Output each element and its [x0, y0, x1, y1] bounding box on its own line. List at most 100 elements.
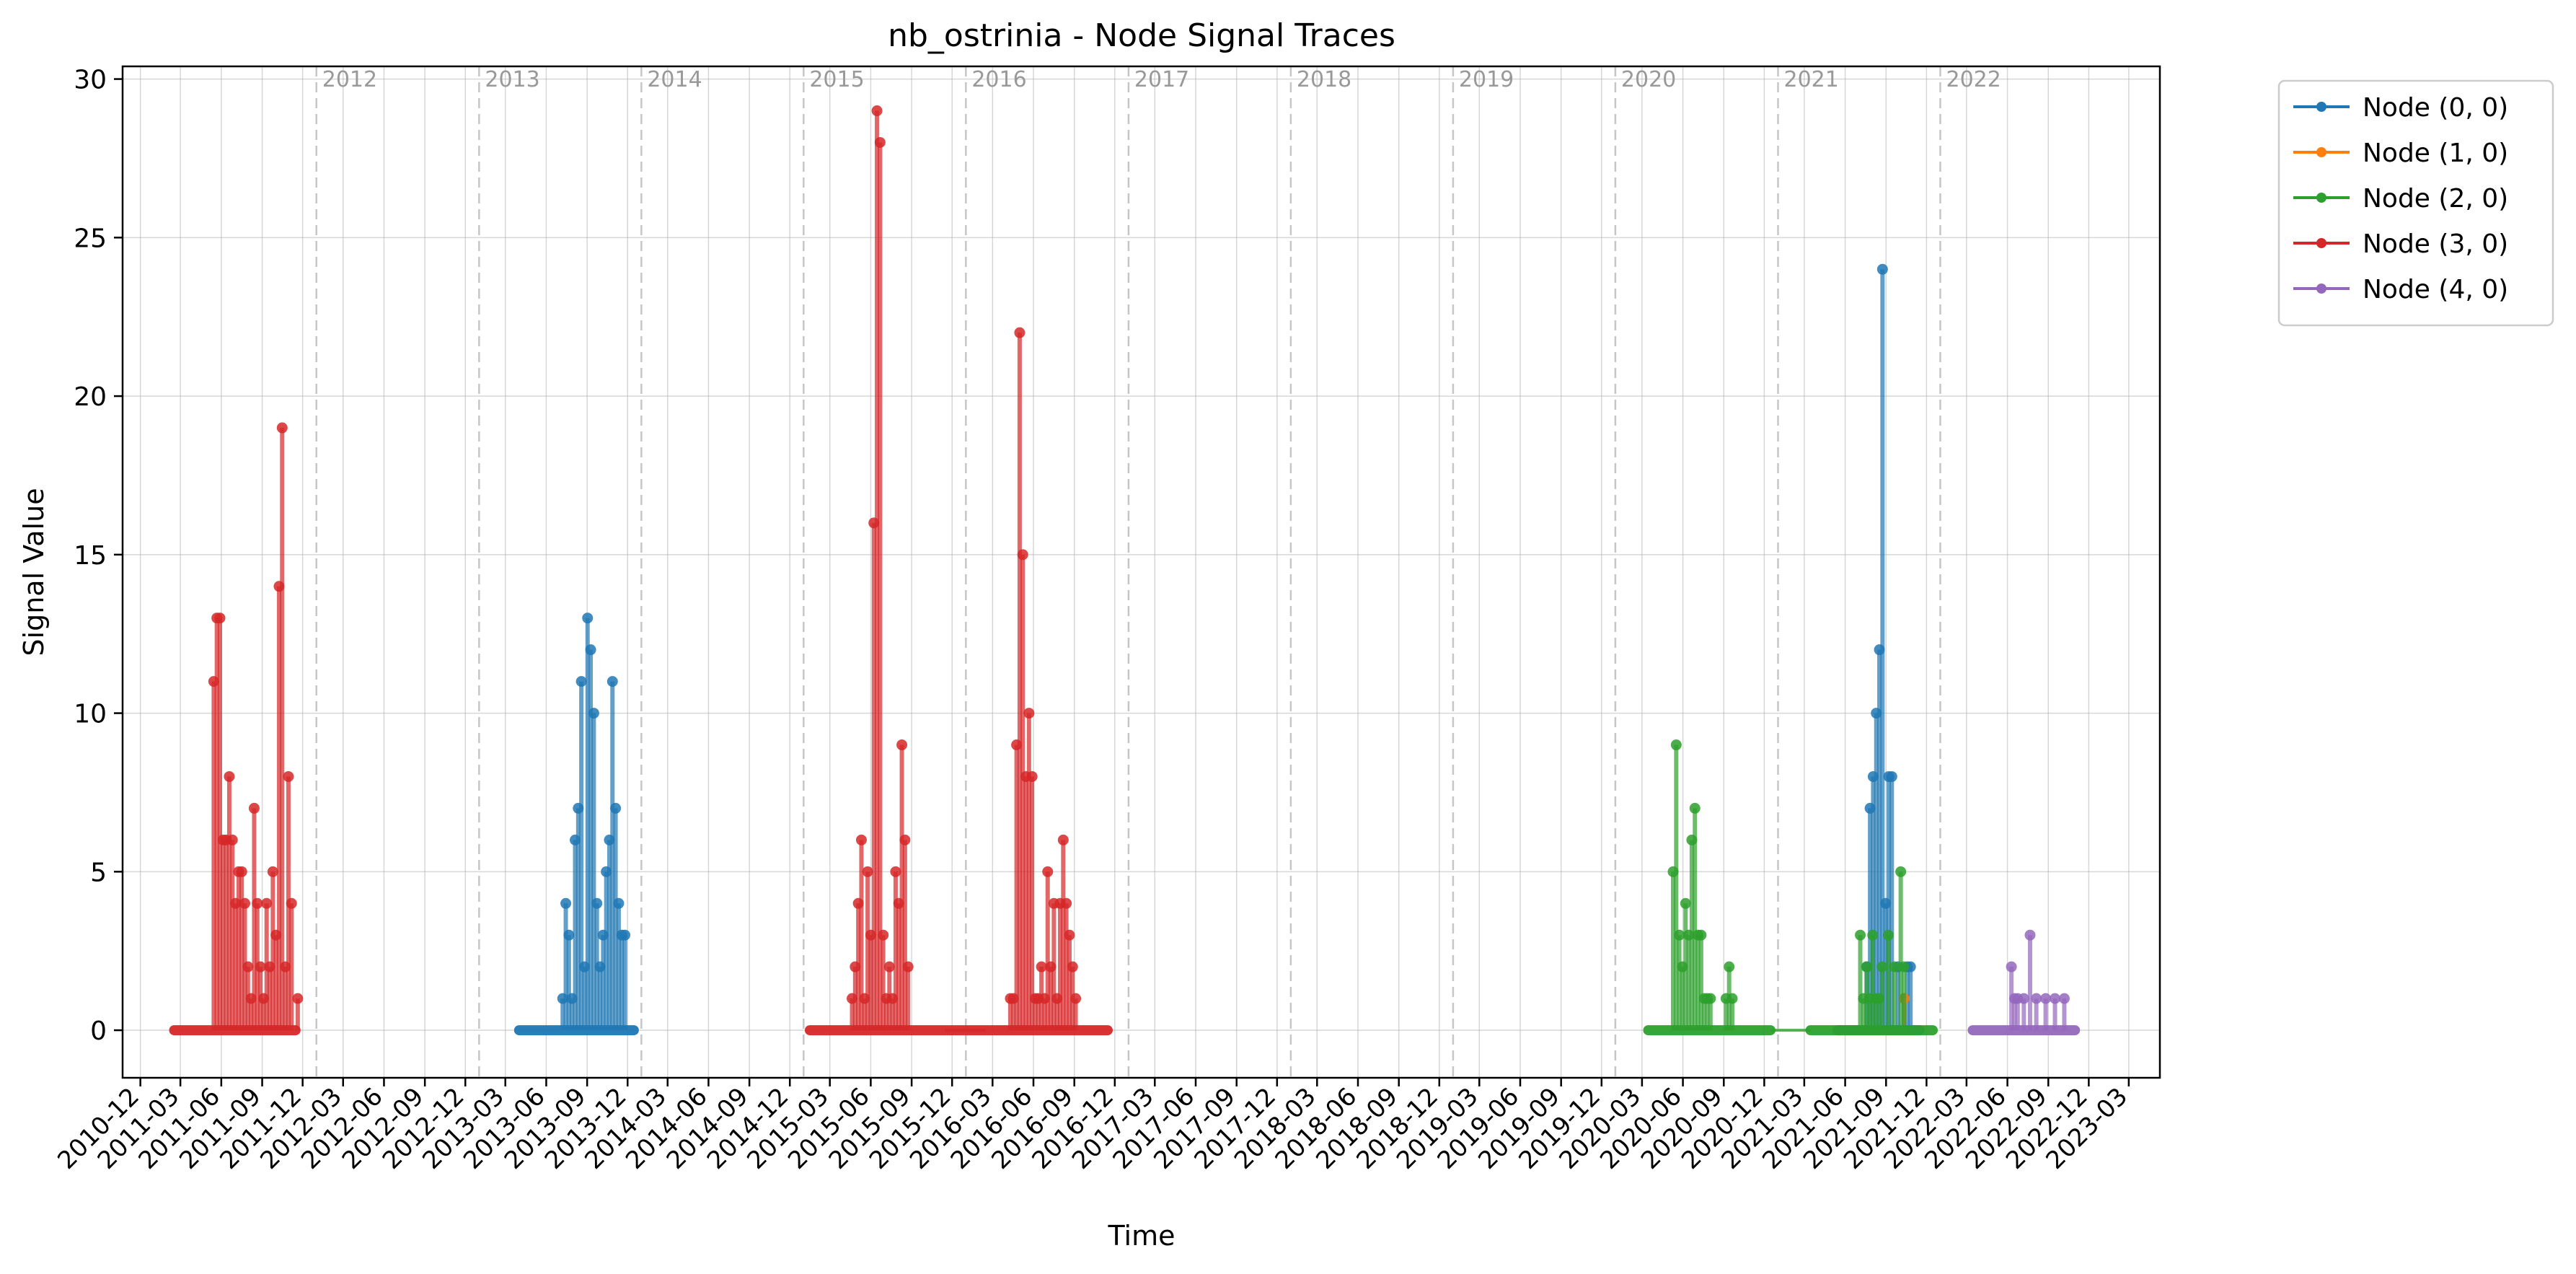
- data-point: [261, 897, 273, 909]
- data-point: [2024, 929, 2036, 941]
- year-marker-label: 2020: [1621, 67, 1676, 92]
- data-point: [283, 770, 294, 782]
- data-point: [1042, 866, 1054, 877]
- data-point: [1724, 961, 1735, 972]
- data-point: [2031, 993, 2042, 1004]
- legend-swatch-marker: [2316, 238, 2326, 248]
- data-point: [1036, 961, 1047, 972]
- legend-swatch-marker: [2316, 147, 2326, 157]
- data-point: [2006, 961, 2017, 972]
- data-point: [1670, 739, 1682, 751]
- data-point: [1867, 929, 1879, 941]
- series-4: [1967, 929, 2081, 1036]
- data-point: [1882, 929, 1894, 941]
- year-marker-label: 2018: [1297, 67, 1351, 92]
- data-point: [214, 612, 226, 624]
- data-point: [1876, 263, 1888, 275]
- data-point: [1023, 708, 1035, 719]
- data-point: [1680, 897, 1691, 909]
- data-point: [1067, 961, 1078, 972]
- data-point: [902, 961, 914, 972]
- data-point: [1705, 993, 1716, 1004]
- plot-frame: [121, 65, 2161, 1079]
- data-point: [560, 897, 572, 909]
- data-point: [1017, 549, 1028, 561]
- data-point: [606, 676, 618, 687]
- legend-box: [2277, 79, 2554, 327]
- data-point: [1855, 929, 1866, 941]
- data-point: [224, 770, 235, 782]
- data-point: [878, 929, 889, 941]
- data-point: [1070, 993, 1082, 1004]
- year-marker-label: 2012: [322, 67, 377, 92]
- data-point: [236, 866, 247, 877]
- data-point: [276, 422, 288, 434]
- y-tick-label: 20: [74, 382, 107, 412]
- legend-swatch-marker: [2316, 102, 2326, 112]
- data-point: [619, 929, 631, 941]
- data-point: [613, 897, 625, 909]
- series-0: [513, 263, 1925, 1036]
- y-tick-label: 5: [90, 858, 107, 887]
- y-axis-label: Signal Value: [18, 488, 50, 656]
- data-point: [874, 136, 886, 148]
- data-point: [1889, 961, 1900, 972]
- data-point: [588, 708, 599, 719]
- data-point: [2050, 993, 2061, 1004]
- legend-entry-label: Node (2, 0): [2363, 184, 2508, 214]
- data-point: [1057, 834, 1069, 845]
- legend: Node (0, 0) Node (1, 0) Node (2, 0) Node (3…: [2277, 79, 2554, 327]
- data-point: [255, 961, 266, 972]
- chart-title: nb_ostrinia - Node Signal Traces: [888, 17, 1395, 54]
- data-point: [591, 897, 603, 909]
- data-point: [252, 897, 263, 909]
- year-marker-label: 2022: [1946, 67, 2001, 92]
- legend-swatch-marker: [2316, 284, 2326, 294]
- year-marker-label: 2016: [971, 67, 1026, 92]
- data-point: [286, 897, 297, 909]
- data-point: [1064, 929, 1075, 941]
- data-point: [292, 993, 304, 1004]
- data-point: [2018, 993, 2029, 1004]
- data-point: [267, 866, 278, 877]
- data-point: [890, 866, 901, 877]
- series-3: [169, 105, 1113, 1036]
- data-point: [582, 612, 594, 624]
- year-marker-label: 2014: [647, 67, 702, 92]
- legend-entry-label: Node (4, 0): [2363, 275, 2508, 304]
- data-point: [899, 834, 911, 845]
- data-point: [883, 961, 895, 972]
- data-point: [1898, 961, 1910, 972]
- data-point: [226, 834, 238, 845]
- year-marker-label: 2013: [485, 67, 539, 92]
- data-point: [1674, 929, 1685, 941]
- data-point: [1726, 993, 1738, 1004]
- data-point: [1061, 897, 1072, 909]
- data-point: [1026, 770, 1038, 782]
- legend-entry-label: Node (3, 0): [2363, 229, 2508, 259]
- data-point: [871, 105, 883, 117]
- data-point: [1689, 802, 1701, 814]
- legend-entry-label: Node (1, 0): [2363, 139, 2508, 168]
- year-marker-label: 2019: [1459, 67, 1514, 92]
- year-marker-label: 2017: [1134, 67, 1189, 92]
- data-point: [855, 834, 867, 845]
- data-point: [248, 802, 260, 814]
- y-tick-label: 10: [74, 700, 107, 729]
- data-point: [575, 676, 587, 687]
- y-tick-label: 15: [74, 541, 107, 571]
- data-point: [1695, 929, 1707, 941]
- data-point: [1861, 961, 1872, 972]
- data-point: [242, 961, 254, 972]
- data-point: [2040, 993, 2052, 1004]
- y-tick-label: 30: [74, 66, 107, 95]
- data-point: [2058, 993, 2070, 1004]
- x-axis-label: Time: [1108, 1220, 1175, 1252]
- data-point: [563, 929, 575, 941]
- data-point: [862, 866, 873, 877]
- legend-swatch-marker: [2316, 193, 2326, 203]
- data-point: [239, 897, 251, 909]
- year-marker-label: 2015: [809, 67, 864, 92]
